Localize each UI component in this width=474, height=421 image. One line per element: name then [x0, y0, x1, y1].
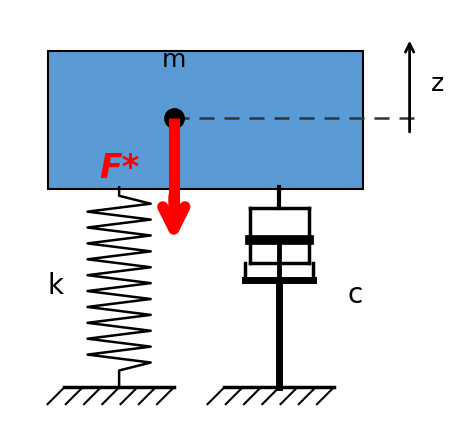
Text: c: c — [347, 281, 363, 309]
Text: F*: F* — [99, 152, 139, 185]
Text: m: m — [162, 48, 186, 72]
Text: z: z — [431, 72, 444, 96]
Text: k: k — [48, 272, 64, 300]
Bar — [47, 51, 363, 189]
